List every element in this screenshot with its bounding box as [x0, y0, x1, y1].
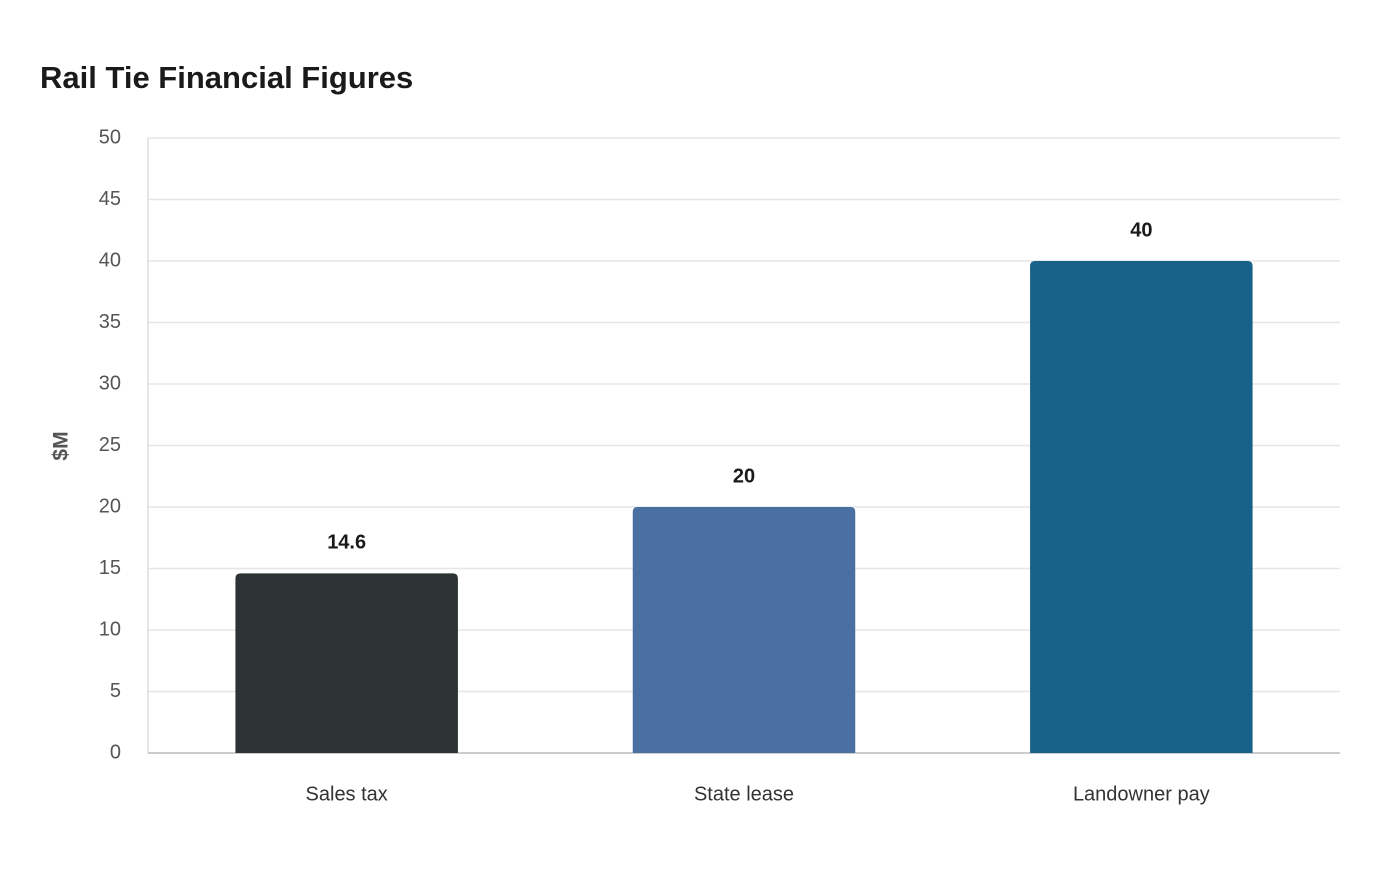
- y-tick-label: 50: [99, 126, 121, 148]
- value-label: 20: [733, 465, 755, 487]
- chart-title: Rail Tie Financial Figures: [40, 60, 413, 95]
- x-tick-label: State lease: [694, 783, 794, 805]
- value-label: 14.6: [327, 532, 366, 554]
- y-tick-label: 25: [99, 434, 121, 456]
- bar: [632, 507, 856, 753]
- y-tick-label: 20: [99, 495, 121, 517]
- y-tick-label: 15: [99, 557, 121, 579]
- y-tick-label: 0: [110, 741, 121, 763]
- y-tick-label: 5: [110, 680, 121, 702]
- bar: [235, 573, 458, 753]
- bar: [1030, 261, 1253, 753]
- value-label: 40: [1130, 219, 1152, 241]
- y-tick-label: 45: [99, 188, 121, 210]
- y-axis-label: $M: [50, 431, 73, 460]
- y-tick-label: 35: [99, 311, 121, 333]
- y-tick-label: 40: [99, 249, 121, 271]
- y-tick-label: 10: [99, 618, 121, 640]
- x-tick-label: Sales tax: [306, 783, 388, 805]
- x-tick-label: Landowner pay: [1073, 783, 1210, 805]
- y-tick-label: 30: [99, 372, 121, 394]
